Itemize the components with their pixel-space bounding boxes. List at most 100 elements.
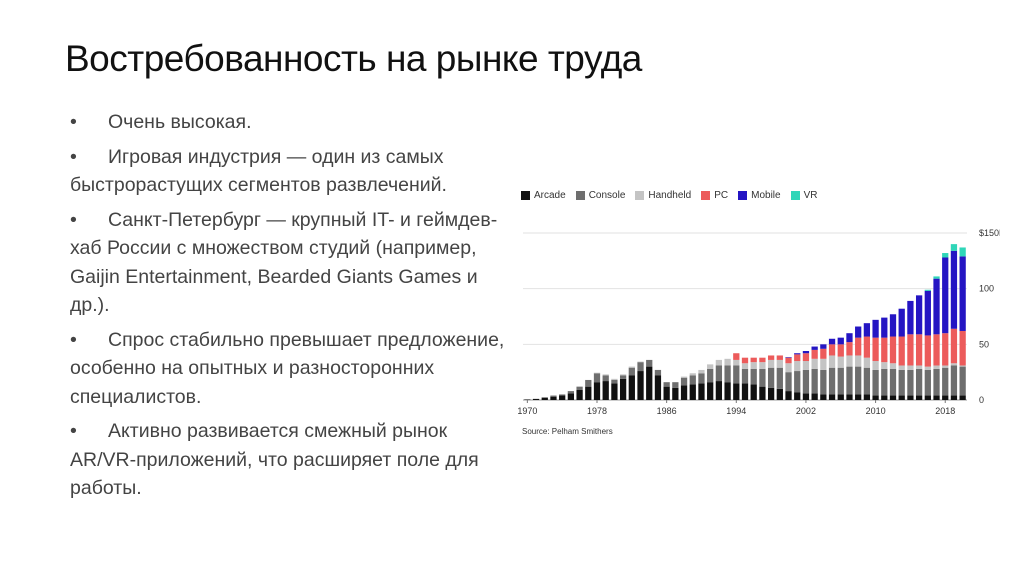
bar-segment-handheld: [933, 365, 940, 369]
bar-segment-arcade: [837, 394, 844, 400]
bar-segment-arcade: [924, 395, 931, 400]
bar-segment-handheld: [924, 366, 931, 370]
bar-segment-arcade: [680, 385, 688, 400]
bar-segment-handheld: [759, 362, 766, 369]
bar-segment-console: [828, 367, 836, 395]
bar-segment-arcade: [593, 382, 601, 400]
bar-segment-arcade: [889, 395, 897, 400]
bar-segment-console: [733, 365, 740, 384]
bar-segment-pc: [802, 353, 810, 362]
bar-segment-handheld: [802, 361, 810, 370]
bar-segment-mobile: [785, 357, 792, 358]
bar-segment-console: [576, 386, 583, 390]
bar-segment-arcade: [820, 394, 827, 400]
bar-segment-handheld: [715, 359, 723, 366]
bar-segment-arcade: [794, 392, 801, 400]
bar-segment-pc: [785, 357, 792, 364]
bar-segment-mobile: [950, 250, 958, 329]
bar-segment-arcade: [881, 395, 888, 400]
bar-segment-arcade: [663, 386, 670, 400]
bar-segment-arcade: [811, 393, 818, 400]
bar-segment-pc: [767, 355, 775, 360]
bar-segment-handheld: [750, 362, 757, 369]
bar-segment-handheld: [863, 357, 871, 368]
bar-segment-arcade: [907, 395, 914, 400]
bar-segment-arcade: [863, 394, 871, 400]
bar-segment-vr: [959, 247, 966, 257]
bar-segment-pc: [750, 357, 757, 363]
bar-segment-handheld: [733, 359, 740, 366]
legend-item-vr: VR: [790, 190, 818, 201]
bar-segment-handheld: [767, 359, 775, 368]
bar-segment-console: [889, 368, 897, 396]
bar-segment-console: [680, 377, 688, 386]
legend-label: PC: [714, 190, 729, 201]
bar-segment-mobile: [881, 317, 888, 338]
bar-segment-console: [585, 379, 592, 387]
bar-segment-arcade: [628, 375, 635, 400]
bar-segment-console: [837, 367, 844, 395]
bar-segment-console: [759, 368, 766, 387]
bar-segment-console: [950, 365, 958, 396]
bar-segment-handheld: [846, 355, 853, 367]
bar-segment-pc: [942, 333, 949, 366]
x-tick-label: 2010: [866, 406, 886, 416]
bar-segment-console: [672, 382, 679, 388]
bar-segment-handheld: [950, 363, 958, 366]
bar-segment-pc: [915, 334, 923, 366]
bar-segment-pc: [907, 334, 914, 366]
bar-segment-mobile: [802, 351, 810, 354]
bar-segment-pc: [776, 355, 783, 360]
bar-segment-handheld: [637, 361, 644, 363]
bar-segment-console: [593, 373, 601, 383]
bar-segment-pc: [811, 349, 818, 359]
bar-segment-handheld: [898, 365, 905, 370]
bar-segment-arcade: [576, 389, 583, 400]
bar-segment-pc: [872, 337, 879, 362]
bar-segment-console: [628, 367, 635, 376]
bar-segment-console: [689, 375, 696, 385]
bar-segment-arcade: [898, 395, 905, 400]
bar-segment-arcade: [689, 384, 696, 400]
bar-segment-arcade: [759, 386, 766, 400]
bar-segment-console: [602, 375, 609, 382]
legend-item-handheld: Handheld: [635, 190, 691, 201]
bar-segment-console: [959, 366, 966, 396]
bar-segment-mobile: [846, 333, 853, 343]
bar-segment-handheld: [707, 364, 714, 369]
legend-swatch: [738, 191, 748, 200]
bar-segment-arcade: [532, 398, 540, 400]
bar-segment-handheld: [828, 355, 836, 368]
bar-segment-mobile: [837, 337, 844, 345]
bar-segment-handheld: [628, 366, 635, 368]
bar-segment-console: [559, 394, 566, 396]
legend-swatch: [521, 191, 530, 200]
y-tick-label: $150B: [979, 228, 1000, 238]
bar-segment-pc: [898, 336, 905, 366]
bar-segment-pc: [881, 337, 888, 363]
legend-label: VR: [803, 190, 818, 201]
bar-segment-vr: [933, 276, 940, 279]
y-tick-label: 100: [979, 284, 994, 294]
bar-segment-handheld: [837, 356, 844, 368]
bar-segment-vr: [950, 244, 958, 251]
bar-segment-mobile: [889, 314, 897, 337]
bar-segment-console: [785, 372, 792, 392]
bar-segment-pc: [828, 344, 836, 356]
legend-label: Console: [588, 190, 626, 201]
bullet-dot: •: [70, 208, 77, 231]
bar-segment-handheld: [872, 361, 879, 370]
bar-segment-mobile: [794, 353, 801, 355]
bar-segment-console: [654, 369, 662, 376]
bar-segment-arcade: [707, 382, 714, 400]
bullet-item: • Санкт-Петербург — крупный IT- и геймдев…: [70, 206, 510, 320]
bar-segment-handheld: [619, 374, 627, 376]
x-tick-label: 1970: [517, 406, 537, 416]
x-tick-label: 1978: [587, 406, 607, 416]
bar-segment-arcade: [872, 395, 879, 400]
bar-segment-arcade: [541, 397, 548, 400]
bar-segment-mobile: [907, 300, 914, 335]
bar-segment-handheld: [855, 355, 862, 367]
bar-segment-handheld: [907, 365, 914, 370]
y-tick-label: 50: [979, 339, 989, 349]
